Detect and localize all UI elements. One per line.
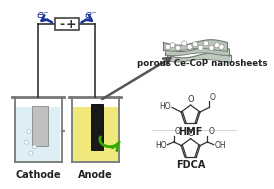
FancyBboxPatch shape	[16, 107, 60, 161]
Circle shape	[198, 45, 203, 50]
Circle shape	[214, 43, 219, 48]
Text: O: O	[208, 127, 214, 136]
Text: -: -	[60, 18, 65, 31]
Circle shape	[170, 43, 175, 48]
Circle shape	[182, 41, 187, 46]
Circle shape	[24, 140, 28, 144]
Text: e⁻: e⁻	[36, 10, 49, 20]
Text: Cathode: Cathode	[15, 170, 61, 180]
Circle shape	[193, 42, 198, 47]
Text: FDCA: FDCA	[176, 160, 205, 170]
Text: +: +	[66, 18, 76, 31]
Circle shape	[175, 45, 181, 50]
FancyBboxPatch shape	[32, 106, 48, 146]
Circle shape	[219, 44, 224, 50]
Text: O: O	[175, 127, 181, 136]
Text: O: O	[187, 95, 194, 104]
Text: HMF: HMF	[178, 127, 203, 137]
Text: O: O	[187, 129, 194, 138]
Circle shape	[33, 145, 36, 149]
Circle shape	[27, 129, 31, 133]
FancyBboxPatch shape	[91, 104, 104, 149]
Circle shape	[165, 44, 170, 50]
FancyBboxPatch shape	[55, 18, 79, 30]
Circle shape	[209, 45, 214, 50]
Text: O: O	[210, 93, 216, 102]
Circle shape	[29, 151, 33, 155]
Text: porous Ce-CoP nanosheets: porous Ce-CoP nanosheets	[137, 59, 268, 68]
Text: HO: HO	[155, 141, 167, 150]
Circle shape	[204, 41, 209, 46]
Text: OH: OH	[215, 141, 226, 150]
Circle shape	[187, 44, 192, 50]
Text: Anode: Anode	[78, 170, 113, 180]
Text: HO: HO	[159, 102, 171, 111]
FancyBboxPatch shape	[73, 107, 118, 161]
Text: e⁻: e⁻	[84, 10, 97, 20]
